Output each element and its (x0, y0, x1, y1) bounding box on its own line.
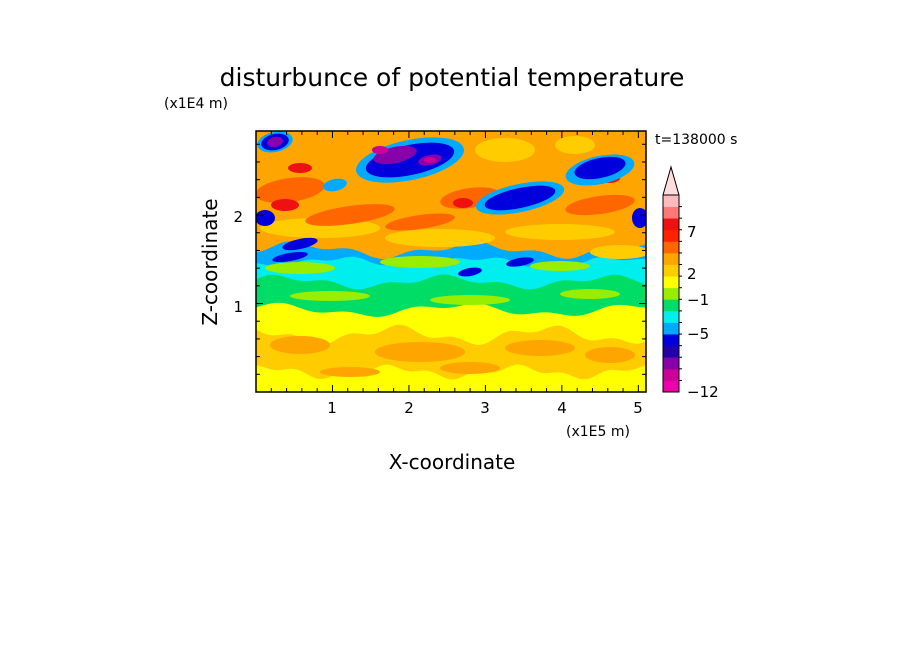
colorbar-swatch (663, 368, 679, 381)
contour-patch (265, 262, 335, 274)
contour-patch (555, 136, 595, 154)
x-tick-label: 5 (633, 399, 643, 417)
colorbar-swatch (663, 218, 679, 231)
contour-patch (506, 257, 534, 267)
contour-patch (288, 163, 312, 173)
contour-patch (453, 198, 473, 208)
x-axis-label: X-coordinate (389, 450, 516, 474)
colorbar-label: −12 (687, 383, 719, 401)
colorbar-swatch (663, 252, 679, 265)
contour-patch (505, 224, 615, 240)
x-tick-label: 2 (404, 399, 414, 417)
colorbar-label: 7 (687, 223, 697, 241)
contour-patch (424, 157, 436, 163)
colorbar-swatch (663, 241, 679, 254)
colorbar (662, 165, 682, 393)
contour-patch (484, 185, 556, 211)
contour-patch (270, 336, 330, 354)
y-axis-label: Z-coordinate (198, 198, 222, 325)
colorbar-swatch (663, 229, 679, 242)
contour-patch (565, 194, 635, 216)
colorbar-label: 2 (687, 265, 697, 283)
x-tick-labels: 1 2 3 4 5 (327, 399, 643, 417)
contour-patch (323, 178, 347, 192)
x-unit-label: (x1E5 m) (566, 424, 630, 440)
colorbar-swatch (663, 345, 679, 358)
contour-patch (505, 340, 575, 356)
x-tick-label: 1 (327, 399, 337, 417)
contour-patch (290, 291, 370, 301)
contour-patch (372, 146, 388, 154)
contour-patch (256, 177, 325, 203)
colorbar-swatch (663, 322, 679, 335)
colorbar-label: −1 (687, 291, 709, 309)
contour-patch (272, 251, 308, 263)
colorbar-swatch (663, 195, 679, 207)
contour-patch (430, 295, 510, 305)
x-tick-label: 4 (557, 399, 567, 417)
colorbar-swatch (663, 206, 679, 219)
contour-patch (320, 367, 380, 377)
colorbar-swatch (663, 310, 679, 323)
y-tick-label: 1 (233, 298, 243, 316)
colorbar-swatch (663, 299, 679, 312)
contour-patch (267, 136, 283, 148)
axis-ticks (256, 131, 646, 392)
y-unit-label: (x1E4 m) (164, 96, 228, 112)
colorbar-label: −5 (687, 325, 709, 343)
y-tick-labels: 1 2 (233, 208, 243, 316)
contour-patch (271, 199, 299, 211)
contour-patch (530, 261, 590, 271)
contour-patch (585, 347, 635, 363)
contour-patch (632, 208, 646, 228)
contour-band-yellow-low (256, 364, 646, 392)
colorbar-extend-arrow (662, 165, 680, 196)
colorbar-swatch (663, 287, 679, 300)
colorbar-swatch (663, 276, 679, 289)
contour-patch (574, 156, 626, 180)
contour-patch (385, 213, 455, 231)
contour-patch (305, 204, 395, 226)
colorbar-swatch (663, 380, 679, 393)
contour-patch (475, 138, 535, 162)
contour-patch (560, 289, 620, 299)
contour-patch (385, 229, 495, 247)
colorbar-swatch (663, 357, 679, 370)
contour-patch (440, 362, 500, 374)
plot-frame (255, 130, 647, 393)
contour-patch (458, 267, 482, 277)
colorbar-labels: 7 2 −1 −5 −12 (687, 223, 719, 401)
colorbar-frame (662, 194, 680, 393)
contour-patch (375, 342, 465, 362)
contour-patch (380, 256, 460, 268)
x-tick-label: 3 (480, 399, 490, 417)
contour-patch (282, 237, 318, 251)
time-label: t=138000 s (655, 132, 737, 148)
contour-patch (256, 210, 275, 226)
y-tick-label: 2 (233, 208, 243, 226)
chart-title: disturbunce of potential temperature (220, 63, 685, 92)
contour-patch (590, 245, 646, 259)
colorbar-swatch (663, 264, 679, 277)
contour-field (256, 131, 646, 392)
colorbar-swatch (663, 334, 679, 347)
